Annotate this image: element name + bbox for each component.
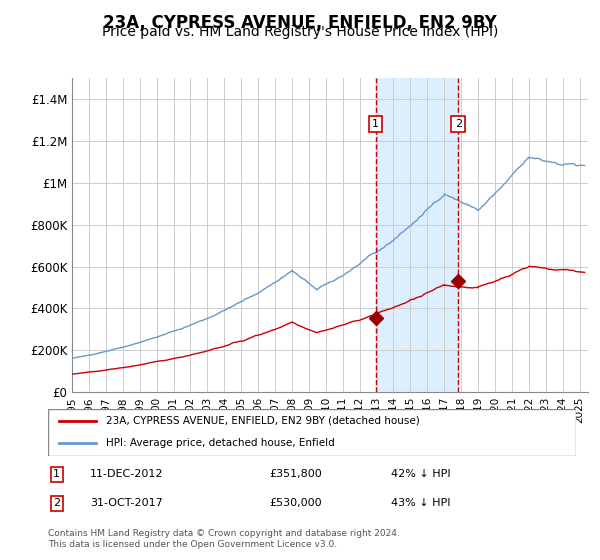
Text: 23A, CYPRESS AVENUE, ENFIELD, EN2 9BY: 23A, CYPRESS AVENUE, ENFIELD, EN2 9BY — [103, 14, 497, 32]
Text: 43% ↓ HPI: 43% ↓ HPI — [391, 498, 451, 508]
Text: 2: 2 — [455, 119, 462, 129]
Text: 23A, CYPRESS AVENUE, ENFIELD, EN2 9BY (detached house): 23A, CYPRESS AVENUE, ENFIELD, EN2 9BY (d… — [106, 416, 420, 426]
Text: 42% ↓ HPI: 42% ↓ HPI — [391, 469, 451, 479]
Text: HPI: Average price, detached house, Enfield: HPI: Average price, detached house, Enfi… — [106, 438, 335, 448]
Bar — [376, 78, 458, 392]
Text: 11-DEC-2012: 11-DEC-2012 — [90, 469, 164, 479]
Text: Price paid vs. HM Land Registry's House Price Index (HPI): Price paid vs. HM Land Registry's House … — [102, 25, 498, 39]
Text: Contains HM Land Registry data © Crown copyright and database right 2024.
This d: Contains HM Land Registry data © Crown c… — [48, 529, 400, 549]
Text: 2: 2 — [53, 498, 61, 508]
Text: £530,000: £530,000 — [270, 498, 322, 508]
Text: 31-OCT-2017: 31-OCT-2017 — [90, 498, 163, 508]
Text: 1: 1 — [53, 469, 60, 479]
Text: £351,800: £351,800 — [270, 469, 323, 479]
FancyBboxPatch shape — [48, 409, 576, 456]
Text: 1: 1 — [372, 119, 379, 129]
